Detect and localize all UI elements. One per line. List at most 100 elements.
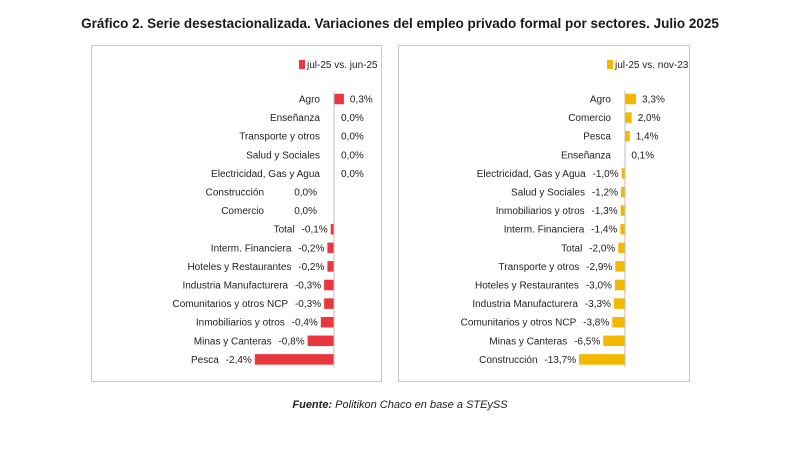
bar-row: Industria Manufacturera -3,3% [472,298,625,310]
category-label: Electricidad, Gas y Agua [477,169,586,180]
value-label: -3,0% [586,281,612,292]
chart-title: Gráfico 2. Serie desestacionalizada. Var… [81,16,719,31]
bar-row: Electricidad, Gas y Agua -1,0% [477,168,625,180]
bar-row: Comercio 2,0% [568,112,661,124]
bar [625,130,630,142]
bar-row: Total -0,1% [274,223,334,236]
value-label: -0,3% [295,281,321,292]
category-label: Enseñanza [270,113,320,124]
bar [615,261,625,272]
category-label: Agro [299,95,321,106]
value-label: 1,4% [636,132,659,143]
bar [324,279,334,291]
category-label: Transporte y otros [239,132,320,143]
value-label: 0,0% [341,113,364,124]
category-label: Minas y Canteras [489,336,567,347]
value-label: -0,8% [278,336,304,347]
bar [620,205,625,216]
bar-row: Industria Manufacturera -0,3% [182,279,334,292]
value-label: -0,2% [298,262,324,273]
bar [618,242,625,254]
bar [620,186,625,198]
category-label: Inmobiliarios y otros [496,206,585,217]
bar [614,279,625,291]
bar [327,242,334,254]
bar-row: Salud y Sociales -1,2% [511,186,625,199]
bar-row: Electricidad, Gas y Agua 0,0% [211,169,364,180]
category-label: Salud y Sociales [246,150,320,161]
bar-row: Pesca 1,4% [583,130,659,143]
bar-row: Salud y Sociales 0,0% [246,150,364,161]
bar [330,223,334,235]
bar-row: Comunitarios y otros NCP -0,3% [173,298,334,310]
bar-row: Agro 0,3% [299,93,373,106]
value-label: 2,0% [638,113,661,124]
chart-panel-nov23: jul-25 vs. nov-23 Agro 3,3% Comercio 2,0% Pes… [398,45,690,382]
category-label: Total [274,225,295,236]
value-label: 0,0% [341,132,364,143]
bar-row: Hoteles y Restaurantes -3,0% [475,279,625,292]
bar-row: Transporte y otros -2,9% [499,261,625,273]
bar-row: Interm. Financiera -1,4% [504,223,625,236]
bar-row: Enseñanza 0,0% [270,113,364,124]
value-label: -0,4% [292,318,318,329]
value-label: -0,2% [298,243,324,254]
category-label: Hoteles y Restaurantes [187,262,291,273]
category-label: Pesca [191,355,219,366]
value-label: 0,0% [341,169,364,180]
value-label: 0,3% [350,95,373,106]
bar [603,335,625,347]
value-label: -1,2% [592,188,618,199]
value-label: -1,0% [593,169,619,180]
value-label: 0,1% [631,150,654,161]
bar-row: Inmobiliarios y otros -1,3% [496,205,625,217]
value-label: -6,5% [574,336,600,347]
bar [620,223,625,235]
category-label: Enseñanza [561,150,611,161]
legend-label: jul-25 vs. jun-25 [306,60,378,71]
bar-row: Transporte y otros 0,0% [239,132,364,143]
source-label: Fuente: [292,399,333,411]
value-label: -1,4% [591,225,617,236]
category-label: Minas y Canteras [194,336,272,347]
category-label: Industria Manufacturera [472,299,578,310]
bar [625,93,637,105]
legend-swatch [607,60,613,69]
bar [612,316,625,328]
value-label: -2,4% [226,355,252,366]
value-label: -2,9% [586,262,612,273]
category-label: Comercio [221,206,264,217]
category-label: Electricidad, Gas y Agua [211,169,320,180]
bar [254,354,334,365]
bar [621,168,625,179]
bar [613,298,625,309]
category-label: Hoteles y Restaurantes [475,281,579,292]
category-label: Agro [590,95,612,106]
bar-row: Total -2,0% [561,242,625,254]
category-label: Pesca [583,132,611,143]
value-label: -3,8% [583,318,609,329]
legend-nov23: jul-25 vs. nov-23 [607,60,689,71]
bar [625,112,632,123]
value-label: -1,3% [592,206,618,217]
legend-label: jul-25 vs. nov-23 [614,60,689,71]
value-label: -0,3% [295,299,321,310]
category-label: Inmobiliarios y otros [196,318,285,329]
category-label: Construcción [479,355,537,366]
bar-row: Inmobiliarios y otros -0,4% [196,316,334,329]
value-label: -2,0% [589,243,615,254]
value-label: 0,0% [341,150,364,161]
value-label: 0,0% [294,188,317,199]
value-label: -3,3% [585,299,611,310]
legend-jun25: jul-25 vs. jun-25 [299,60,378,71]
value-label: -0,1% [302,225,328,236]
value-label: -13,7% [544,355,576,366]
bar-row: Hoteles y Restaurantes -0,2% [187,261,334,273]
category-label: Construcción [206,188,264,199]
bar-row: Minas y Canteras -6,5% [489,335,625,347]
chart-panel-jun25: jul-25 vs. jun-25 Agro 0,3% Enseñanza 0,0% Tr… [91,45,382,382]
category-label: Salud y Sociales [511,188,585,199]
bar-row: Enseñanza 0,1% [561,149,654,161]
bar-row: Minas y Canteras -0,8% [194,335,334,347]
